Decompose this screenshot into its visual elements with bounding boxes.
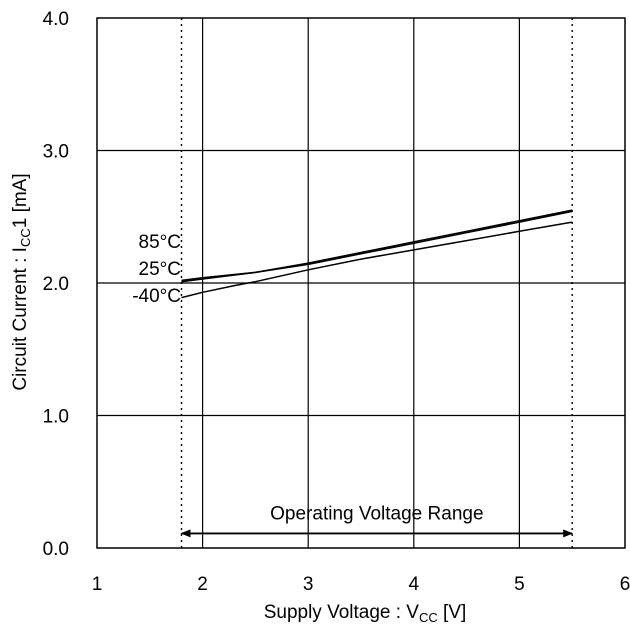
x-axis-label: Supply Voltage : VCC [V] [264,602,467,625]
x-tick-label-6: 6 [620,574,630,595]
x-axis-label-sub: CC [419,610,438,625]
y-tick-label-0: 0.0 [43,539,69,560]
y-tick-label-4: 4.0 [43,9,69,30]
y-tick-label-3: 3.0 [43,142,69,163]
series-group [182,210,573,298]
operating-range-label: Operating Voltage Range [270,503,483,524]
x-axis-label-unit: [V] [438,602,467,623]
grid-lines [97,18,625,548]
x-tick-label-3: 3 [303,574,314,595]
x-axis-label-main: Supply Voltage : V [264,602,420,623]
x-tick-label-1: 1 [92,574,103,595]
y-axis-label-sub: CC [18,228,33,247]
x-tick-label-5: 5 [514,574,525,595]
x-tick-label-2: 2 [197,574,208,595]
series-line-2 [182,222,573,298]
y-axis-label-unit: 1 [mA] [10,173,31,228]
series-line-0 [182,210,573,280]
series-label-25c: 25°C [139,259,181,280]
series-label-minus40c: -40°C [132,286,181,307]
y-tick-label-2: 2.0 [43,274,69,295]
y-tick-label-1: 1.0 [43,407,69,428]
series-labels: 85°C 25°C -40°C [132,232,181,307]
y-axis-label: Circuit Current : ICC1 [mA] [10,173,33,390]
operating-range: Operating Voltage Range [181,503,572,533]
series-label-85c: 85°C [139,232,181,253]
y-axis-label-main: Circuit Current : I [10,247,31,391]
x-tick-label-4: 4 [409,574,420,595]
